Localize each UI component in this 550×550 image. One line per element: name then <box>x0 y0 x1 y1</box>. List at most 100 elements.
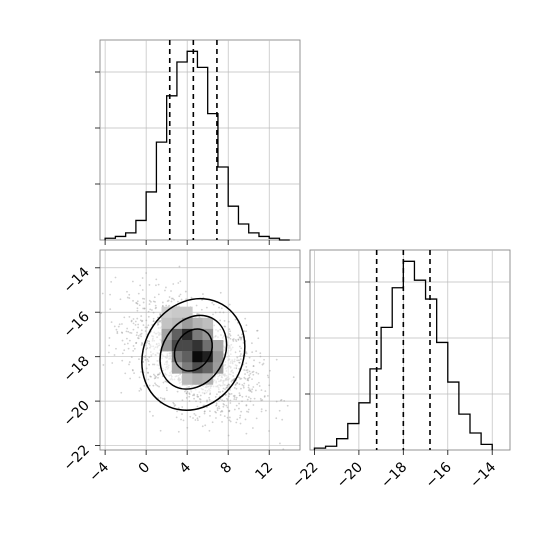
sample-point <box>154 304 157 307</box>
sample-point <box>247 408 250 411</box>
x-tick-label: −16 <box>423 459 455 491</box>
sample-point <box>249 389 252 392</box>
sample-point <box>218 306 220 309</box>
sample-point <box>157 283 160 286</box>
sample-point <box>209 414 211 417</box>
sample-point <box>118 323 121 326</box>
sample-point <box>144 355 147 357</box>
sample-point <box>145 348 148 351</box>
sample-point <box>233 394 236 397</box>
sample-point <box>228 383 231 386</box>
histogram-step <box>104 50 290 241</box>
sample-point <box>279 399 282 402</box>
sample-point <box>145 272 148 274</box>
sample-point <box>206 400 208 403</box>
sample-point <box>147 310 150 313</box>
sample-point <box>228 409 231 412</box>
x-tick-label: −20 <box>334 459 366 491</box>
sample-point <box>229 334 232 337</box>
sample-point <box>177 300 179 303</box>
sample-point <box>184 390 186 393</box>
sample-point <box>128 363 130 366</box>
sample-point <box>240 338 242 341</box>
sample-point <box>245 352 248 355</box>
sample-point <box>229 330 232 333</box>
sample-point <box>241 333 243 336</box>
sample-point <box>217 391 220 393</box>
sample-point <box>243 382 246 385</box>
sample-point <box>234 384 237 386</box>
sample-point <box>166 300 169 303</box>
density-cell <box>161 328 173 341</box>
density-cell <box>161 340 173 352</box>
sample-point <box>263 358 265 361</box>
sample-point <box>238 367 241 370</box>
sample-point <box>150 300 152 303</box>
sample-point <box>195 400 197 403</box>
sample-point <box>186 426 189 429</box>
sample-point <box>158 373 161 376</box>
sample-point <box>121 352 124 355</box>
sample-point <box>238 407 240 410</box>
sample-point <box>245 404 248 406</box>
sample-point <box>233 396 236 399</box>
sample-point <box>123 343 126 346</box>
sample-point <box>165 387 168 389</box>
sample-point <box>180 418 182 421</box>
sample-point <box>148 363 151 366</box>
sample-point <box>261 399 264 401</box>
sample-point <box>174 452 176 454</box>
sample-point <box>199 394 202 397</box>
sample-point <box>177 430 180 433</box>
sample-point <box>143 307 146 310</box>
sample-point <box>214 311 217 314</box>
sample-point <box>109 308 112 311</box>
sample-point <box>159 320 162 323</box>
sample-point <box>189 415 192 418</box>
sample-point <box>234 318 237 321</box>
sample-point <box>220 409 223 412</box>
density-cell <box>192 351 203 363</box>
density-cell <box>182 373 193 385</box>
contour-line <box>141 297 246 411</box>
density-cell <box>182 306 193 319</box>
sample-point <box>223 400 225 403</box>
sample-point <box>135 342 137 344</box>
sample-point <box>155 383 157 386</box>
sample-point <box>140 315 143 317</box>
sample-point <box>100 311 103 314</box>
sample-point <box>205 306 208 309</box>
sample-point <box>250 391 253 393</box>
density-2d-panel: −4 0 4 8 12 −14 −16 −18 −20 −22 <box>61 249 301 485</box>
sample-point <box>152 384 155 387</box>
sample-point <box>240 347 243 350</box>
sample-point <box>202 404 205 407</box>
sample-point <box>221 390 224 393</box>
density-cell <box>202 317 214 330</box>
sample-point <box>281 418 284 421</box>
sample-point <box>278 409 281 412</box>
histogram-step <box>313 260 493 450</box>
sample-point <box>132 299 134 302</box>
sample-point <box>252 365 255 368</box>
sample-point <box>243 330 246 333</box>
sample-point <box>158 321 160 323</box>
sample-point <box>223 325 226 328</box>
sample-point <box>102 364 105 366</box>
sample-point <box>224 388 227 391</box>
sample-point <box>121 323 123 325</box>
sample-point <box>137 337 139 339</box>
sample-point <box>139 284 142 287</box>
sample-point <box>125 337 128 340</box>
y-tick-label: −18 <box>61 353 93 385</box>
sample-point <box>228 336 230 339</box>
sample-point <box>148 384 151 387</box>
sample-point <box>238 392 241 395</box>
sample-point <box>108 344 111 347</box>
density-cell <box>182 351 193 363</box>
sample-point <box>247 389 250 392</box>
sample-point <box>164 380 167 383</box>
sample-point <box>261 363 264 366</box>
sample-point <box>226 416 229 419</box>
sample-point <box>144 358 147 361</box>
